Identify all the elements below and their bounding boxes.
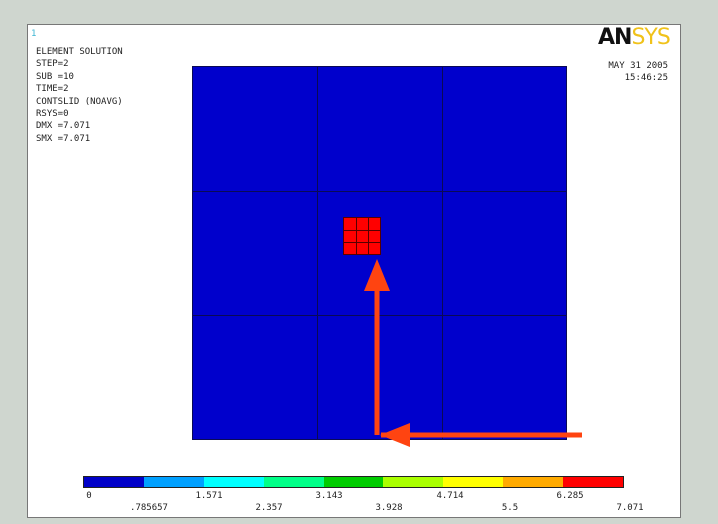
mesh-line <box>317 67 318 439</box>
legend-swatch <box>84 477 144 487</box>
info-line: SMX =7.071 <box>36 133 91 144</box>
timestamp: MAY 31 2005 15:46:25 <box>608 60 668 85</box>
legend-label: 6.285 <box>556 491 584 501</box>
legend-swatch <box>143 477 204 487</box>
legend-swatch <box>503 477 564 487</box>
legend-label: 2.357 <box>255 503 283 513</box>
legend-swatch <box>383 477 444 487</box>
legend-label: 4.714 <box>436 491 464 501</box>
contact-region <box>343 217 381 255</box>
time-text: 15:46:25 <box>624 73 668 84</box>
legend-label: .785657 <box>130 503 168 513</box>
info-line: RSYS=0 <box>36 109 69 120</box>
legend-label: 7.071 <box>616 503 644 513</box>
contour-plot <box>192 66 567 440</box>
legend-swatch <box>263 477 324 487</box>
legend-label: 3.143 <box>315 491 343 501</box>
legend-swatch <box>443 477 504 487</box>
window-number: 1 <box>31 29 37 39</box>
info-line: ELEMENT SOLUTION <box>36 47 123 57</box>
legend-swatch <box>323 477 384 487</box>
mesh-line <box>193 191 566 192</box>
graphics-window: 1 ELEMENT SOLUTION STEP=2 SUB =10 TIME=2… <box>27 24 681 518</box>
info-line: CONTSLID (NOAVG) <box>36 96 123 107</box>
color-legend <box>83 476 624 488</box>
date-text: MAY 31 2005 <box>608 61 668 71</box>
legend-label: 0 <box>86 491 92 501</box>
mesh-line <box>442 67 443 439</box>
legend-swatch <box>563 477 624 487</box>
ansys-logo: ANSYS <box>598 25 671 50</box>
solution-info: ELEMENT SOLUTION STEP=2 SUB =10 TIME=2 C… <box>36 46 123 145</box>
info-line: DMX =7.071 <box>36 121 91 132</box>
info-line: SUB =10 <box>36 71 74 82</box>
info-line: STEP=2 <box>36 59 69 70</box>
mesh-line <box>193 315 566 316</box>
info-line: TIME=2 <box>36 84 69 95</box>
legend-label: 5.5 <box>501 503 519 513</box>
legend-label: 3.928 <box>375 503 403 513</box>
legend-label: 1.571 <box>195 491 223 501</box>
legend-swatch <box>203 477 264 487</box>
